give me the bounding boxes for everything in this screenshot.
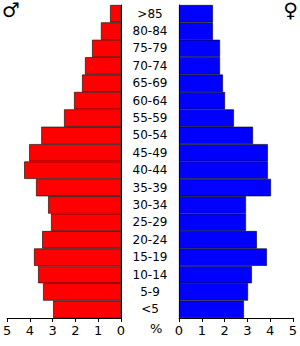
svg-text:♀: ♀ <box>283 0 298 22</box>
svg-text:40-44: 40-44 <box>133 163 168 177</box>
svg-text:50-54: 50-54 <box>133 128 168 142</box>
svg-text:75-79: 75-79 <box>133 41 168 55</box>
svg-text:5: 5 <box>289 323 297 338</box>
svg-text:60-64: 60-64 <box>133 94 168 108</box>
svg-text:5: 5 <box>3 323 11 338</box>
svg-text:4: 4 <box>26 323 34 338</box>
svg-text:20-24: 20-24 <box>133 233 168 247</box>
svg-text:55-59: 55-59 <box>133 111 168 125</box>
svg-text:45-49: 45-49 <box>133 146 168 160</box>
svg-text:35-39: 35-39 <box>133 181 168 195</box>
svg-text:2: 2 <box>71 323 79 338</box>
svg-text:>85: >85 <box>137 7 162 21</box>
svg-text:10-14: 10-14 <box>133 268 168 282</box>
svg-text:25-29: 25-29 <box>133 215 168 229</box>
svg-text:4: 4 <box>266 323 274 338</box>
svg-text:%: % <box>150 321 162 336</box>
svg-text:0: 0 <box>117 323 125 338</box>
svg-text:5-9: 5-9 <box>140 285 160 299</box>
svg-text:15-19: 15-19 <box>133 250 168 264</box>
svg-text:♂: ♂ <box>2 0 20 22</box>
svg-text:2: 2 <box>220 323 228 338</box>
svg-text:30-34: 30-34 <box>133 198 168 212</box>
svg-text:<5: <5 <box>141 302 159 316</box>
svg-text:65-69: 65-69 <box>133 76 168 90</box>
svg-text:1: 1 <box>198 323 206 338</box>
svg-text:3: 3 <box>49 323 57 338</box>
svg-text:3: 3 <box>243 323 251 338</box>
svg-text:1: 1 <box>94 323 102 338</box>
svg-text:80-84: 80-84 <box>133 24 168 38</box>
svg-text:0: 0 <box>175 323 183 338</box>
svg-text:70-74: 70-74 <box>133 59 168 73</box>
